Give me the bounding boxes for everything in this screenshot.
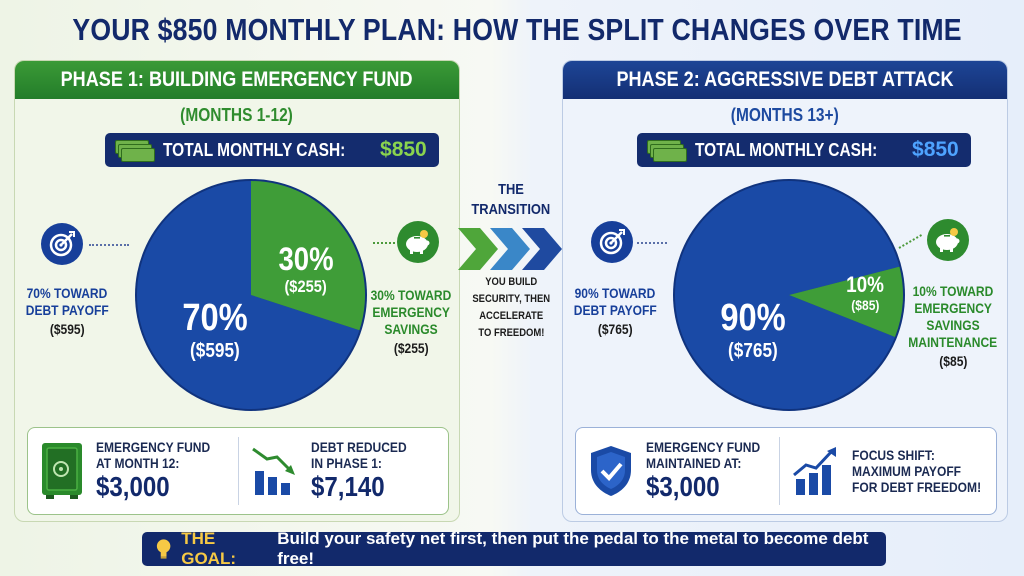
phase1-savings-label: 30% TOWARD EMERGENCY SAVINGS ($255): [370, 287, 452, 356]
phase2-savings-label: 10% TOWARD EMERGENCY SAVINGS MAINTENANCE…: [908, 283, 998, 369]
phase1-total-cash: TOTAL MONTHLY CASH: $850: [105, 133, 439, 167]
transition-title: THE TRANSITION: [471, 181, 551, 218]
pie-label-debt: 90% ($765): [720, 297, 786, 362]
bar-chart-up-icon: [792, 447, 836, 495]
pie-label-debt: 70% ($595): [182, 297, 248, 362]
phase2-panel: PHASE 2: AGGRESSIVE DEBT ATTACK (MONTHS …: [562, 60, 1008, 522]
target-icon: [41, 223, 83, 265]
transition-arrows-icon: [458, 228, 562, 270]
phase2-subheader: (MONTHS 13+): [731, 105, 839, 125]
shield-check-icon: [591, 446, 631, 496]
phase1-subheader: (MONTHS 1-12): [180, 105, 294, 125]
stat-debt-reduced: DEBT REDUCED IN PHASE 1: $7,140: [237, 437, 449, 505]
transition-section: THE TRANSITION YOU BUILD SECURITY, THEN …: [460, 180, 562, 342]
money-stack-icon: [113, 138, 155, 162]
phase1-stats: EMERGENCY FUND AT MONTH 12: $3,000 DEBT …: [27, 427, 449, 515]
pie-slice-debt: [137, 181, 360, 409]
money-stack-icon: [645, 138, 687, 162]
target-icon: [591, 221, 633, 263]
page-title: YOUR $850 MONTHLY PLAN: HOW THE SPLIT CH…: [72, 12, 962, 47]
phase2-pie-chart: [673, 179, 905, 411]
pie-label-savings: 30% ($255): [278, 241, 334, 296]
connector-line: [637, 242, 667, 244]
goal-text: Build your safety net first, then put th…: [277, 529, 869, 568]
pie-label-savings: 10% ($85): [846, 272, 884, 314]
stat-emergency-fund: EMERGENCY FUND AT MONTH 12: $3,000: [28, 428, 238, 514]
pie-slice-savings: [251, 181, 366, 331]
connector-line: [373, 242, 395, 244]
phase1-panel: PHASE 1: BUILDING EMERGENCY FUND (MONTHS…: [14, 60, 460, 522]
safe-icon: [42, 443, 82, 499]
cash-amount: $850: [380, 138, 427, 161]
bar-chart-down-icon: [251, 447, 295, 495]
connector-line: [89, 244, 129, 246]
lightbulb-icon: [156, 539, 171, 559]
phase1-header: PHASE 1: BUILDING EMERGENCY FUND: [15, 61, 459, 99]
phase1-debt-label: 70% TOWARD DEBT PAYOFF ($595): [25, 285, 109, 337]
phase2-stats: EMERGENCY FUND MAINTAINED AT: $3,000 FOC…: [575, 427, 997, 515]
pie-slice-savings: [789, 266, 903, 337]
cash-label: TOTAL MONTHLY CASH:: [163, 139, 346, 160]
phase1-pie-chart: [135, 179, 367, 411]
pie-slice-debt: [674, 180, 900, 409]
transition-description: YOU BUILD SECURITY, THEN ACCELERATE TO F…: [472, 276, 550, 339]
goal-banner: THE GOAL: Build your safety net first, t…: [142, 529, 886, 568]
cash-label: TOTAL MONTHLY CASH:: [695, 139, 878, 160]
piggy-bank-icon: [397, 221, 439, 263]
stat-emergency-fund: EMERGENCY FUND MAINTAINED AT: $3,000: [576, 428, 779, 514]
phase2-debt-label: 90% TOWARD DEBT PAYOFF ($765): [573, 285, 657, 337]
piggy-bank-icon: [927, 219, 969, 261]
goal-label: THE GOAL:: [181, 529, 237, 568]
stat-focus-shift: FOCUS SHIFT: MAXIMUM PAYOFF FOR DEBT FRE…: [778, 437, 1002, 505]
phase2-header: PHASE 2: AGGRESSIVE DEBT ATTACK: [563, 61, 1007, 99]
cash-amount: $850: [912, 138, 959, 161]
phase2-total-cash: TOTAL MONTHLY CASH: $850: [637, 133, 971, 167]
